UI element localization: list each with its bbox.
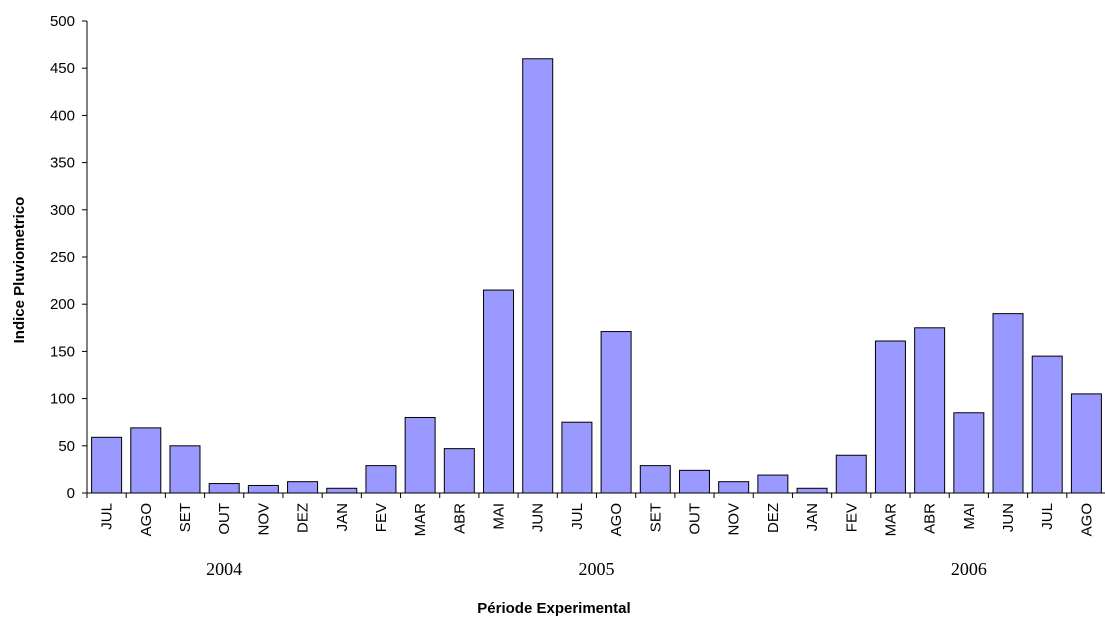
y-tick-label-2: 100 xyxy=(50,391,75,408)
x-tick-label-20: MAR xyxy=(882,503,899,537)
x-tick-label-24: JUL xyxy=(1039,503,1056,530)
bar-10 xyxy=(483,289,515,494)
x-tick-label-23: JUN xyxy=(1000,503,1017,532)
bar-7 xyxy=(365,465,397,494)
x-tick-label-7: FEV xyxy=(373,503,390,532)
x-tick-label-6: JAN xyxy=(334,503,351,531)
y-tick-label-1: 50 xyxy=(58,438,75,455)
year-label-2006: 2006 xyxy=(951,559,987,579)
x-tick-label-3: OUT xyxy=(216,503,233,535)
x-tick-label-11: JUN xyxy=(530,503,547,532)
bar-9 xyxy=(443,448,475,494)
bar-25 xyxy=(1070,393,1102,494)
y-tick-label-6: 300 xyxy=(50,202,75,219)
x-tick-label-1: AGO xyxy=(138,503,155,536)
bar-0 xyxy=(91,436,123,494)
bar-2 xyxy=(169,445,201,494)
y-axis-title: Indice Pluviometrico xyxy=(11,197,28,344)
bar-11 xyxy=(522,58,554,494)
bar-23 xyxy=(992,313,1024,494)
y-tick-label-4: 200 xyxy=(50,296,75,313)
x-tick-label-19: FEV xyxy=(843,503,860,532)
bar-18 xyxy=(796,487,828,494)
bar-14 xyxy=(639,465,671,494)
y-tick-label-5: 250 xyxy=(50,249,75,266)
bar-12 xyxy=(561,421,593,494)
x-tick-label-2: SET xyxy=(177,503,194,532)
year-labels-group: 2004 2005 2006 xyxy=(206,559,987,579)
bar-8 xyxy=(404,416,436,494)
y-ticks-group: 0 50 100 150 200 250 300 350 400 450 500 xyxy=(50,13,87,502)
x-tick-label-9: ABR xyxy=(451,503,468,534)
x-tick-label-5: DEZ xyxy=(295,503,312,533)
bar-21 xyxy=(914,327,946,494)
x-tick-label-25: AGO xyxy=(1078,503,1095,536)
bar-19 xyxy=(835,454,867,494)
y-tick-label-0: 0 xyxy=(67,485,75,502)
bar-5 xyxy=(287,481,319,494)
x-tick-label-4: NOV xyxy=(255,503,272,536)
x-tick-label-16: NOV xyxy=(726,503,743,536)
x-tick-label-17: DEZ xyxy=(765,503,782,533)
year-label-2004: 2004 xyxy=(206,559,242,579)
bars-group xyxy=(91,58,1102,494)
y-tick-label-3: 150 xyxy=(50,343,75,360)
x-tick-label-13: AGO xyxy=(608,503,625,536)
bar-3 xyxy=(208,483,240,494)
bar-22 xyxy=(953,412,985,494)
x-tick-label-21: ABR xyxy=(922,503,939,534)
bar-4 xyxy=(247,484,279,494)
bar-16 xyxy=(718,481,750,494)
bar-6 xyxy=(326,487,358,494)
x-tick-label-12: JUL xyxy=(569,503,586,530)
x-tick-label-18: JAN xyxy=(804,503,821,531)
bar-20 xyxy=(874,340,906,494)
year-label-2005: 2005 xyxy=(579,559,615,579)
x-tick-label-22: MAI xyxy=(961,503,978,530)
x-tick-label-8: MAR xyxy=(412,503,429,537)
y-tick-label-9: 450 xyxy=(50,60,75,77)
bar-13 xyxy=(600,331,632,494)
bar-1 xyxy=(130,427,162,494)
y-tick-label-8: 400 xyxy=(50,107,75,124)
bar-17 xyxy=(757,474,789,494)
x-tick-label-14: SET xyxy=(647,503,664,532)
x-tick-label-0: JUL xyxy=(99,503,116,530)
axes-group xyxy=(86,21,1105,494)
y-tick-label-10: 500 xyxy=(50,13,75,30)
x-ticks-group: JUL AGO SET OUT NOV DEZ JAN FEV MAR ABR MAI JUN JUL A… xyxy=(86,493,1095,537)
x-tick-label-15: OUT xyxy=(686,503,703,535)
bar-24 xyxy=(1031,355,1063,494)
bar-15 xyxy=(678,469,710,494)
y-tick-label-7: 350 xyxy=(50,155,75,172)
x-axis-title: Période Experimental xyxy=(477,600,630,617)
x-tick-label-10: MAI xyxy=(491,503,508,530)
